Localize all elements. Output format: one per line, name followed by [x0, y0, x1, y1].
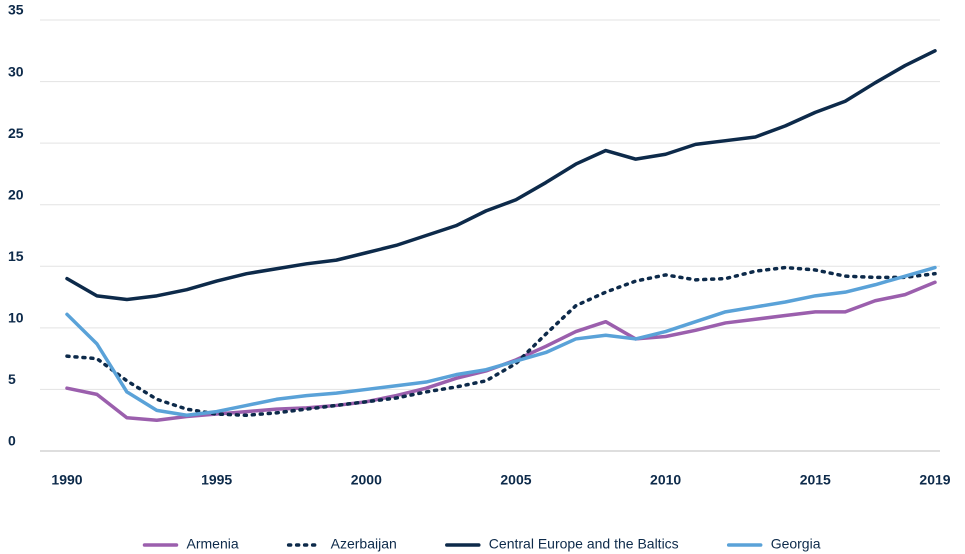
y-tick-label: 20 — [8, 186, 24, 202]
y-tick-label: 15 — [8, 248, 24, 264]
legend-label: Armenia — [187, 536, 239, 552]
y-tick-label: 30 — [8, 63, 24, 79]
x-tick-label: 2000 — [351, 472, 382, 488]
y-tick-label: 10 — [8, 310, 24, 326]
y-tick-label: 25 — [8, 125, 24, 141]
x-tick-label: 1990 — [51, 472, 82, 488]
series-line — [65, 265, 937, 418]
x-tick-label: 2005 — [500, 472, 531, 488]
x-tick-label: 2019 — [919, 472, 950, 488]
series-line — [65, 49, 937, 302]
x-tick-label: 2010 — [650, 472, 681, 488]
legend-label: Central Europe and the Baltics — [489, 536, 679, 552]
x-tick-label: 1995 — [201, 472, 232, 488]
y-tick-label: 0 — [8, 433, 16, 449]
legend-label: Georgia — [771, 536, 821, 552]
x-tick-label: 2015 — [800, 472, 831, 488]
y-tick-label: 5 — [8, 371, 16, 387]
legend-label: Azerbaijan — [331, 536, 397, 552]
series-line — [65, 280, 937, 422]
series-line — [65, 265, 937, 418]
y-tick-label: 35 — [8, 2, 24, 18]
